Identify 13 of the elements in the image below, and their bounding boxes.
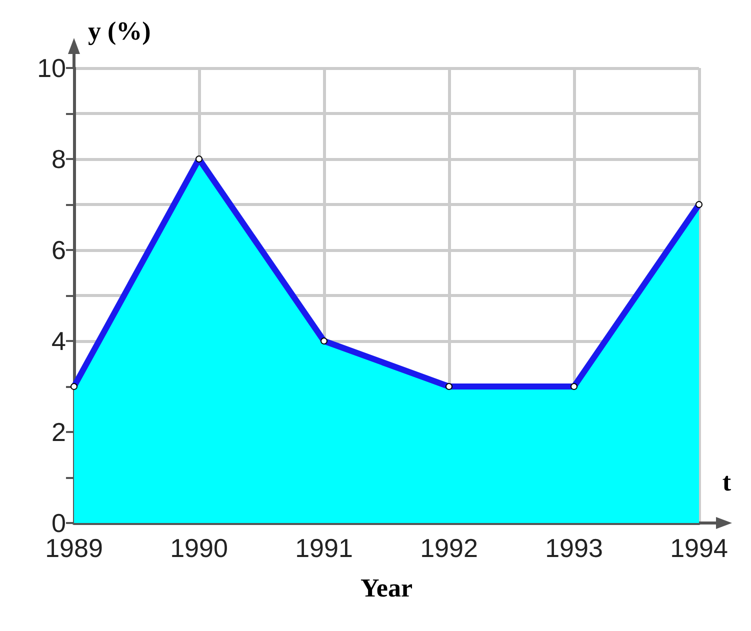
x-tick-label: 1990 bbox=[170, 533, 228, 563]
x-tick-label: 1991 bbox=[295, 533, 353, 563]
x-axis-title: Year bbox=[360, 574, 412, 602]
x-tick-label: 1993 bbox=[545, 533, 603, 563]
y-tick-label: 4 bbox=[52, 326, 66, 356]
y-tick-label: 2 bbox=[52, 417, 66, 447]
y-tick-label: 6 bbox=[52, 235, 66, 265]
y-tick-label: 10 bbox=[37, 53, 66, 83]
y-tick-label: 8 bbox=[52, 144, 66, 174]
x-tick-label: 1994 bbox=[670, 533, 728, 563]
text: t bbox=[722, 468, 732, 496]
y-axis-title: y (%) bbox=[88, 16, 151, 46]
x-tick-label: 1992 bbox=[420, 533, 478, 563]
